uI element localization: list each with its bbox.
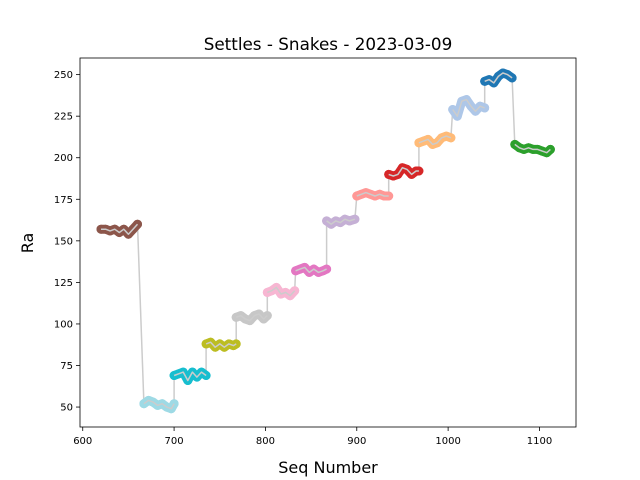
series-7 [291,262,332,277]
y-tick-label: 100 [54,319,73,330]
series-trace [143,399,175,410]
series-trace [356,191,389,197]
series-10 [384,163,424,181]
x-axis: 600 700 800 900 1000 1100 [73,427,552,447]
y-tick-label: 175 [54,195,73,206]
series-trace [484,72,513,84]
x-axis-label: Seq Number [278,458,378,477]
x-tick-label: 600 [73,436,92,447]
series-14 [510,139,555,158]
series-trace [295,266,327,274]
series-trace [205,341,237,348]
y-tick-label: 225 [54,112,73,123]
y-axis: 50 75 100 125 150 175 200 225 250 [54,70,80,414]
series-8 [322,214,360,229]
x-tick-label: 1000 [435,436,460,447]
series-3 [169,367,211,385]
series-9 [352,188,394,201]
series-4 [201,337,241,352]
series-trace [235,313,268,322]
series-trace [514,143,551,154]
series-5 [231,309,272,326]
y-tick-label: 75 [60,361,73,372]
y-tick-label: 50 [60,403,73,414]
series-trace [267,286,296,297]
x-tick-label: 800 [256,436,275,447]
series-6 [262,282,300,301]
series-1 [96,219,142,239]
y-axis-label: Ra [18,233,37,254]
y-tick-label: 250 [54,70,73,81]
series-2 [139,395,179,414]
series-trace [418,135,452,146]
series-12 [448,95,490,121]
series-11 [414,131,456,149]
series-trace [388,166,419,177]
y-tick-label: 125 [54,278,73,289]
x-tick-label: 700 [165,436,184,447]
series-trace [452,98,485,117]
series-trace [101,223,139,235]
x-tick-label: 1100 [527,436,552,447]
series-trace [173,371,207,382]
series-13 [480,68,517,88]
series-trace [326,218,356,225]
y-tick-label: 150 [54,236,73,247]
axes-frame [79,57,577,428]
x-tick-label: 900 [347,436,366,447]
plot-area [96,68,555,414]
chart-title: Settles - Snakes - 2023-03-09 [204,34,453,54]
y-tick-label: 200 [54,153,73,164]
